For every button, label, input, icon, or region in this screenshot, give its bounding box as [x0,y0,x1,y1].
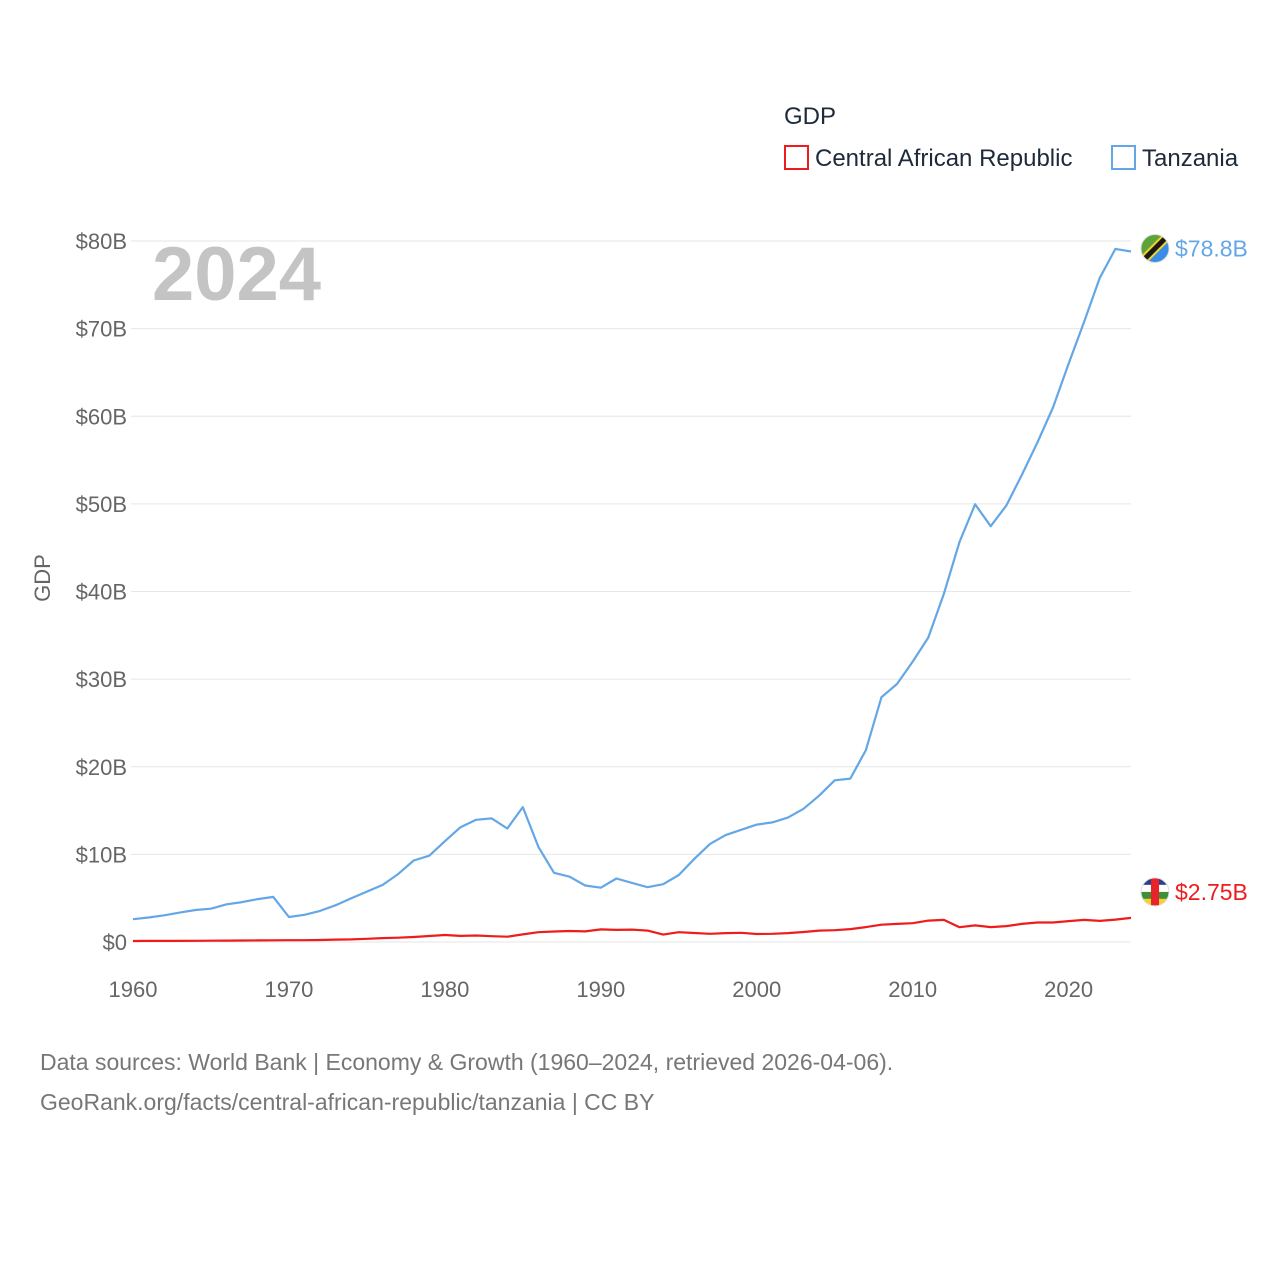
y-axis-title: GDP [30,554,55,602]
x-axis-ticks: 1960 1970 1980 1990 2000 2010 2020 [109,977,1094,1002]
series-lines [132,247,1132,943]
grid-lines [131,240,1131,943]
y-tick-label: $30B [76,667,127,692]
legend-swatch-central-african-republic [784,145,809,170]
year-label: 2024 [152,232,321,317]
legend-item-tanzania[interactable]: Tanzania [1111,145,1239,172]
flag-central-african-republic-icon [1140,877,1170,907]
x-tick-label: 2000 [732,977,781,1002]
y-tick-label: $0 [103,930,127,955]
legend-title: GDP [784,103,836,130]
flag-tanzania-icon [1140,234,1170,264]
y-tick-label: $80B [76,229,127,254]
y-tick-label: $20B [76,755,127,780]
end-value-label-tanzania: $78.8B [1175,236,1248,262]
legend-swatch-tanzania [1111,145,1136,170]
legend-label-tanzania: Tanzania [1142,145,1239,172]
x-tick-label: 2020 [1044,977,1093,1002]
y-tick-label: $10B [76,842,127,867]
source-line: Data sources: World Bank | Economy & Gro… [40,1049,894,1075]
series-line-central-african-republic [132,916,1132,943]
y-tick-label: $70B [76,317,127,342]
x-tick-label: 1970 [264,977,313,1002]
source-link[interactable]: GeoRank.org/facts/central-african-republ… [40,1089,655,1115]
end-value-label-central-african-republic: $2.75B [1175,879,1248,905]
legend-label-central-african-republic: Central African Republic [815,145,1072,172]
x-tick-label: 1960 [109,977,158,1002]
legend-item-central-african-republic[interactable]: Central African Republic [784,145,1072,172]
x-tick-label: 2010 [888,977,937,1002]
gdp-line-chart: $0$10B$20B$30B$40B$50B$60B$70B$80B 1960 1… [30,103,1248,1002]
series-line-tanzania [132,247,1132,921]
legend: GDP Central African Republic Tanzania [784,103,1239,172]
x-tick-label: 1980 [420,977,469,1002]
y-axis-ticks: $0 $10B $20B $30B $40B $50B $60B $70B $80B [76,229,127,955]
series-end-markers: $2.75B $78.8B [1140,234,1248,907]
y-tick-label: $50B [76,492,127,517]
y-tick-label: $40B [76,580,127,605]
x-tick-label: 1990 [576,977,625,1002]
source-footer: Data sources: World Bank | Economy & Gro… [40,1042,893,1122]
y-tick-label: $60B [76,404,127,429]
